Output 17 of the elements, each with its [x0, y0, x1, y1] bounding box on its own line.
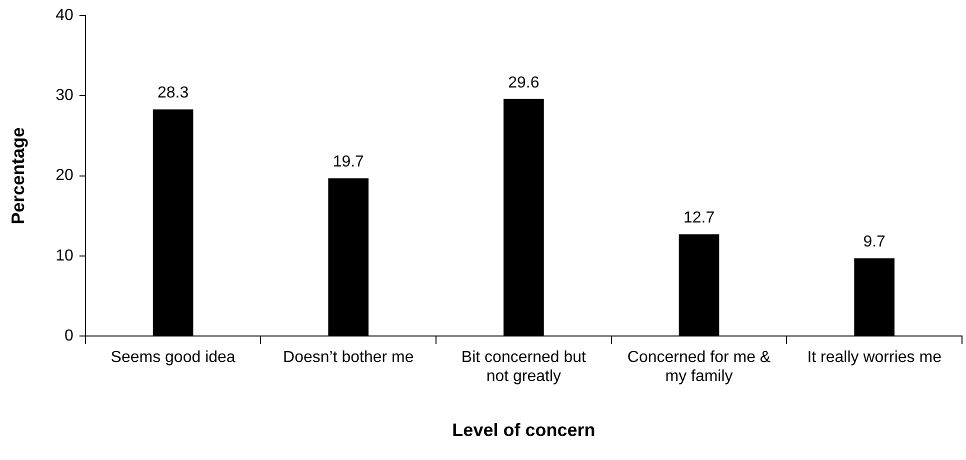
- x-tick-label: It really worries me: [807, 349, 942, 366]
- data-label: 9.7: [863, 234, 886, 251]
- y-tick-label: 40: [56, 7, 74, 24]
- x-axis-title: Level of concern: [452, 420, 596, 440]
- data-label: 28.3: [157, 84, 189, 102]
- y-tick-label: 20: [56, 167, 74, 184]
- x-tick-label: Doesn’t bother me: [283, 349, 414, 366]
- x-tick-label: Concerned for me & my family: [627, 349, 771, 386]
- data-label: 19.7: [332, 154, 364, 171]
- y-tick-label: 0: [64, 327, 74, 344]
- y-tick-label: 30: [56, 87, 74, 104]
- x-tick-label: Bit concerned but not greatly: [461, 349, 587, 386]
- y-tick-label: 10: [56, 247, 74, 264]
- y-axis-title: Percentage: [8, 127, 28, 224]
- data-label: 29.6: [508, 74, 540, 92]
- data-label: 12.7: [683, 210, 715, 227]
- x-tick-label: Seems good idea: [110, 349, 236, 366]
